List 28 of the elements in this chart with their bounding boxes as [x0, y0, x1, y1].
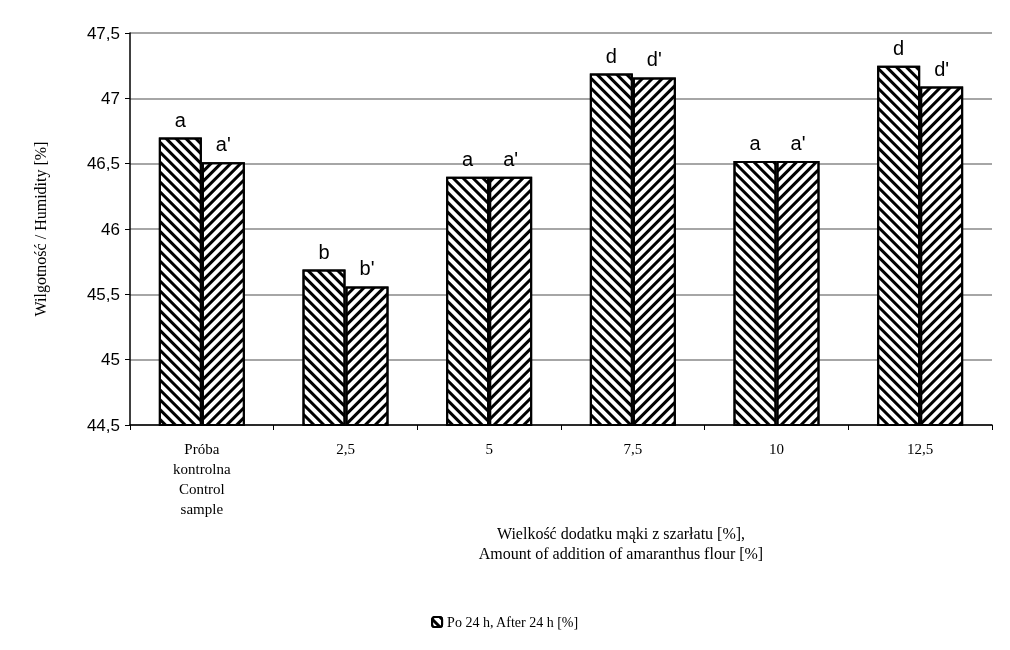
annotation: a — [174, 108, 187, 131]
x-axis-title: Wielkość dodatku mąki z szarłatu [%], Amount of addition of amaranthus flour [%] — [478, 525, 764, 563]
annotation: d — [605, 44, 617, 67]
legend-label: Po 24 h, After 24 h [%] — [447, 614, 579, 630]
x-tick-label: 5 — [485, 441, 493, 457]
annotation: d' — [646, 48, 662, 71]
annotation: a — [462, 147, 475, 170]
annotation: a' — [503, 147, 519, 170]
y-tick-label: 47 — [101, 88, 120, 108]
x-tick-label: 7,5 — [623, 441, 643, 457]
y-tick-label: 47,5 — [86, 23, 120, 43]
y-tick-label: 46,5 — [86, 154, 120, 174]
annotation: d' — [934, 57, 950, 80]
annotation: b — [318, 240, 330, 263]
annotation: a — [749, 132, 762, 155]
x-tick-label: Próba kontrolna Control sample — [173, 441, 231, 517]
y-tick-label: 44,5 — [86, 415, 120, 435]
annotation: b' — [359, 257, 375, 280]
x-tick-label: 10 — [769, 441, 784, 457]
y-tick-label: 46 — [101, 219, 120, 239]
annotation: a' — [790, 132, 806, 155]
x-tick-label: 2,5 — [336, 441, 355, 457]
x-tick-label: 12,5 — [907, 441, 934, 457]
y-axis-title: Wilgotność / Humidity [%] — [31, 141, 50, 317]
annotation: d — [893, 36, 905, 59]
y-tick-label: 45,5 — [86, 284, 120, 304]
y-tick-label: 45 — [101, 350, 120, 370]
annotation: a' — [215, 133, 231, 156]
